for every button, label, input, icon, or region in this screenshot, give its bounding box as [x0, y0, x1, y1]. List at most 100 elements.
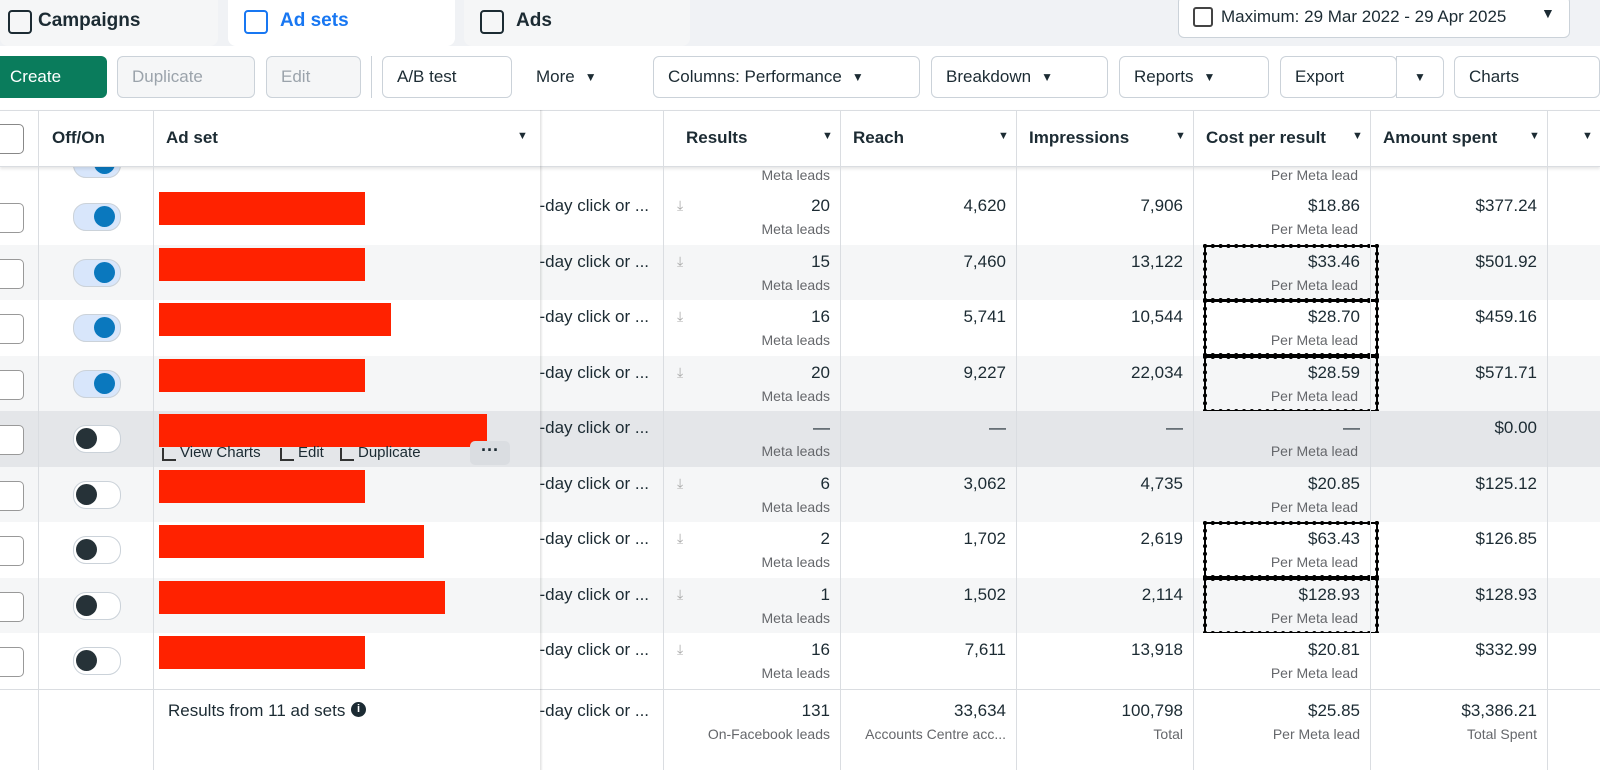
toggle-knob	[94, 206, 115, 227]
footer-text: Results from 11 ad sets	[168, 701, 346, 720]
header-cell: Results	[686, 128, 748, 147]
cell-value: 20	[811, 196, 830, 215]
cell-text: 7-day click or ...	[540, 584, 650, 604]
row-checkbox	[0, 480, 24, 511]
cell-text: 7-day click or ...	[540, 362, 650, 382]
toggle-knob	[76, 483, 97, 505]
cell-value: $20.81	[1308, 640, 1360, 659]
toggle-knob	[94, 317, 115, 338]
button-label: Columns: Performance	[668, 67, 842, 86]
toolbar-button[interactable]: Edit	[266, 56, 361, 98]
column-divider	[840, 110, 841, 770]
cell-sub: Per Meta lead	[1270, 167, 1358, 183]
cell-text: 7-day click or ...	[540, 307, 650, 326]
redaction	[159, 303, 391, 336]
cell-value: 1,502	[963, 584, 1006, 604]
row-checkbox	[0, 536, 24, 566]
footer-value: 100,798	[1121, 701, 1183, 720]
toolbar-button[interactable]: Breakdown ▼	[931, 56, 1108, 98]
row-action[interactable]: Edit	[298, 444, 324, 461]
cell-value: $126.85	[1475, 529, 1537, 548]
cell-value: 20	[811, 362, 830, 382]
row-checkbox	[0, 591, 24, 622]
toolbar-button[interactable]: More ▼	[522, 56, 634, 98]
cell-text: 7-day click or ...	[540, 473, 650, 493]
cell-value: $125.12	[1475, 473, 1537, 493]
footer-row	[0, 689, 1600, 770]
row-action[interactable]: View Charts	[180, 444, 261, 461]
row-checkbox	[0, 203, 24, 233]
cell-value: 7,460	[963, 251, 1006, 271]
sort-caret: ▼	[998, 130, 1009, 142]
cell-value: 13,918	[1131, 640, 1183, 659]
sort-caret: ▼	[822, 130, 833, 142]
cell-value: 13,122	[1131, 251, 1183, 271]
cell-value: 2	[820, 529, 830, 548]
sort-caret: ▼	[1175, 130, 1186, 142]
highlight-scribble	[1203, 354, 1379, 413]
cell-clip: 7-day click or ...	[540, 196, 660, 220]
tab[interactable]: Ads	[464, 0, 690, 46]
button-label: A/B test	[397, 67, 457, 86]
toggle-knob	[76, 428, 97, 449]
sort-caret: ▼	[1582, 130, 1593, 142]
toolbar-button[interactable]: A/B test	[382, 56, 512, 98]
toolbar-button[interactable]: Reports ▼	[1119, 56, 1269, 98]
footer-sub: Total Spent	[1466, 726, 1537, 742]
cell-sub: Per Meta lead	[1270, 609, 1358, 626]
cell-value: 2,114	[1141, 584, 1183, 604]
download-icon: ⤓	[677, 530, 684, 546]
tab-label: Ads	[516, 10, 552, 31]
header-cell: Amount spent	[1383, 128, 1498, 147]
tab[interactable]: Campaigns	[0, 0, 218, 46]
footer-value: 33,634	[954, 701, 1006, 720]
cell-value: 5,741	[963, 307, 1006, 326]
toolbar-button[interactable]: Columns: Performance ▼	[653, 56, 920, 98]
download-icon: ⤓	[677, 585, 684, 602]
footer-sub: Per Meta lead	[1272, 726, 1360, 742]
export-dropdown[interactable]: ▼	[1396, 56, 1444, 98]
redaction	[159, 358, 365, 392]
tab[interactable]: Ad sets	[228, 0, 455, 46]
date-range[interactable]: Maximum: 29 Mar 2022 - 29 Apr 2025 ▼	[1178, 0, 1570, 38]
action-icon	[162, 448, 176, 461]
footer-value: 131	[801, 701, 830, 720]
toolbar-button[interactable]: Charts	[1454, 56, 1600, 98]
cell-value: $459.16	[1475, 307, 1537, 326]
cell-clip: 7-day click or ...	[540, 585, 660, 609]
redaction	[159, 469, 365, 503]
cell-value: —	[1343, 418, 1360, 437]
sort-caret: ▼	[1529, 130, 1540, 142]
cell-text: 7-day click or ...	[540, 196, 650, 215]
cell-sub: Per Meta lead	[1270, 221, 1358, 237]
cell-clip: 7-day click or ...	[540, 363, 660, 387]
cell-value: —	[813, 418, 830, 437]
toolbar-button[interactable]: Duplicate	[117, 56, 255, 98]
cell-clip: 7-day click or ...	[540, 640, 660, 664]
tab-label: Ad sets	[280, 10, 349, 31]
highlight-scribble	[1203, 243, 1379, 302]
highlight-scribble	[1203, 299, 1379, 357]
info-icon: i	[351, 702, 366, 717]
cell-clip: 7-day click or ...	[540, 701, 660, 725]
cell-clip: 7-day click or ...	[540, 418, 660, 442]
toolbar-button[interactable]: Export	[1280, 56, 1397, 98]
cell-value: 3,062	[963, 473, 1006, 493]
cell-clip: 7-day click or ...	[540, 252, 660, 276]
column-divider	[1547, 110, 1548, 770]
calendar-icon	[1193, 7, 1213, 27]
redaction	[159, 414, 487, 447]
action-icon	[340, 448, 354, 461]
row-action[interactable]: Duplicate	[358, 444, 421, 461]
footer-value: $25.85	[1308, 701, 1360, 720]
row-checkbox	[0, 647, 24, 677]
cell-sub: Per Meta lead	[1270, 443, 1358, 459]
toolbar-button[interactable]: Create	[0, 56, 107, 98]
header-cell: Reach	[853, 128, 905, 147]
column-divider	[1193, 110, 1194, 770]
more-actions[interactable]: ···	[470, 441, 510, 465]
cell-value: 16	[811, 640, 830, 659]
button-label: Create	[10, 67, 62, 86]
cell-sub: Meta leads	[761, 167, 830, 183]
cell-text: 7-day click or ...	[540, 529, 650, 548]
